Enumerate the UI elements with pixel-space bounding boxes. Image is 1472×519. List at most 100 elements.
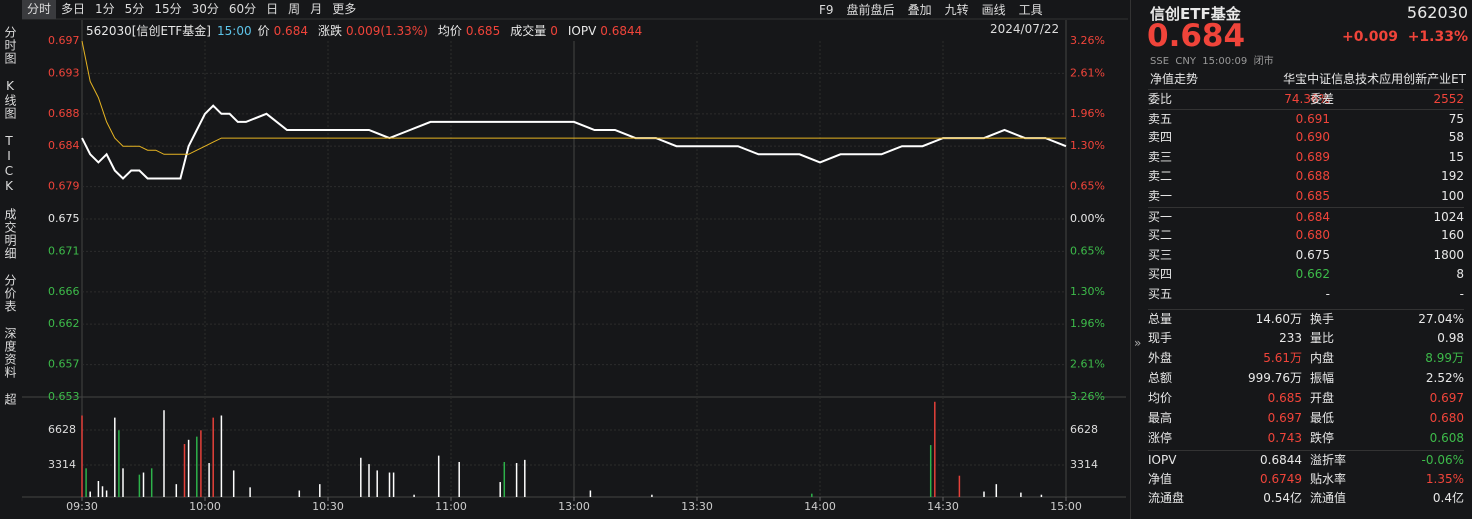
quote-row: 流通盘 0.54亿 流通值 0.4亿 bbox=[1148, 489, 1464, 508]
tool-button[interactable]: 叠加 bbox=[907, 3, 932, 17]
stat-label: 振幅 bbox=[1310, 371, 1335, 385]
stat-label: 内盘 bbox=[1310, 351, 1335, 365]
x-tick-label: 10:00 bbox=[189, 500, 221, 513]
price-line bbox=[81, 40, 1066, 155]
code: 562030[信创ETF基金] bbox=[86, 24, 211, 38]
nav-label[interactable]: 净值走势 bbox=[1150, 72, 1199, 86]
volume-tick-label: 3314 bbox=[48, 458, 76, 471]
stat-value: 0.685 bbox=[1267, 391, 1302, 405]
price-line bbox=[81, 104, 1067, 180]
tool-button[interactable]: 画线 bbox=[981, 3, 1006, 17]
book-row: 卖一 0.685 100 bbox=[1148, 187, 1464, 206]
period-tab[interactable]: 15分 bbox=[154, 2, 182, 16]
tool-button[interactable]: 工具 bbox=[1018, 3, 1043, 17]
book-volume: 58 bbox=[1448, 130, 1464, 145]
book-volume: 1024 bbox=[1433, 210, 1464, 224]
book-volume: 192 bbox=[1441, 169, 1464, 184]
stat-label: 涨停 bbox=[1148, 431, 1173, 445]
side-tab[interactable]: 分时图 bbox=[3, 26, 17, 65]
book-row: 卖二 0.688 192 bbox=[1148, 167, 1464, 186]
quote-change: +0.009 bbox=[1342, 29, 1399, 45]
stat-label: 均价 bbox=[1148, 391, 1173, 405]
y-tick-label: 0.688 bbox=[48, 107, 80, 120]
book-volume: - bbox=[1459, 286, 1464, 301]
period-tab[interactable]: 更多 bbox=[332, 2, 357, 16]
x-tick-label: 11:00 bbox=[435, 500, 467, 513]
ratio-label: 委比 bbox=[1148, 92, 1173, 106]
quote-row: 委比 74.36% 委差 2552 bbox=[1148, 89, 1464, 109]
book-label: 买一 bbox=[1148, 210, 1173, 224]
stat-value: 233 bbox=[1279, 331, 1302, 345]
y2-tick-label: 0.65% bbox=[1070, 180, 1105, 193]
stat-label: 溢折率 bbox=[1310, 453, 1347, 467]
stat-value: 999.76万 bbox=[1248, 371, 1302, 385]
field-label: 涨跌 bbox=[317, 24, 342, 38]
divider bbox=[1130, 0, 1131, 519]
book-label: 买四 bbox=[1148, 267, 1173, 282]
period-tab[interactable]: 日 bbox=[266, 2, 279, 16]
period-tab[interactable]: 60分 bbox=[228, 2, 257, 16]
quote-meta: SSE CNY 15:00:09 闭市 bbox=[1150, 56, 1274, 67]
period-tab[interactable]: 分时 bbox=[22, 0, 57, 19]
y-tick-label: 0.653 bbox=[48, 390, 80, 403]
side-tab[interactable]: 分价表 bbox=[3, 274, 17, 313]
period-tab[interactable]: 多日 bbox=[61, 2, 86, 16]
period-tab[interactable]: 30分 bbox=[191, 2, 219, 16]
book-label: 卖五 bbox=[1148, 112, 1173, 126]
book-label: 买二 bbox=[1148, 228, 1173, 243]
period-tab[interactable]: 月 bbox=[310, 2, 323, 16]
toolbar: F9 盘前盘后 叠加 九转 画线 工具 bbox=[806, 1, 1043, 20]
tool-button[interactable]: 九转 bbox=[944, 3, 969, 17]
ratio-label: 委差 bbox=[1310, 92, 1335, 106]
stat-label: 最低 bbox=[1310, 411, 1335, 425]
y2-tick-label: 2.61% bbox=[1070, 66, 1105, 79]
book-row: 买三 0.675 1800 bbox=[1148, 246, 1464, 265]
book-label: 买三 bbox=[1148, 247, 1173, 262]
quote-row: 外盘 5.61万 内盘 8.99万 bbox=[1148, 349, 1464, 368]
book-row: 卖五 0.691 75 bbox=[1148, 109, 1464, 129]
book-row: 买二 0.680 160 bbox=[1148, 226, 1464, 245]
book-price: - bbox=[1325, 286, 1330, 301]
book-price: 0.680 bbox=[1295, 228, 1330, 243]
stat-label: 开盘 bbox=[1310, 391, 1335, 405]
stat-label: 贴水率 bbox=[1310, 471, 1347, 486]
chart: 0.697 0.693 0.688 0.684 0.679 0.675 0.671 0.666… bbox=[22, 18, 1128, 513]
period-tab[interactable]: 5分 bbox=[124, 2, 145, 16]
side-tab[interactable]: 成交明细 bbox=[3, 208, 17, 260]
book-volume: 1800 bbox=[1433, 247, 1464, 262]
y-tick-label: 0.662 bbox=[48, 317, 80, 330]
stat-label: 总额 bbox=[1148, 371, 1173, 385]
side-tab[interactable]: TICK bbox=[2, 134, 16, 194]
book-label: 买五 bbox=[1148, 286, 1173, 301]
field-label: 价 bbox=[257, 24, 270, 38]
y-tick-label: 0.679 bbox=[48, 180, 80, 193]
period-tab[interactable]: 1分 bbox=[95, 2, 115, 16]
side-tab[interactable]: 深度资料 bbox=[3, 327, 17, 379]
expand[interactable]: » bbox=[1134, 336, 1142, 350]
stat-label: IOPV bbox=[1148, 453, 1177, 467]
book-volume: 160 bbox=[1441, 228, 1464, 243]
side-tab[interactable]: 超 bbox=[3, 393, 17, 406]
stat-value: 5.61万 bbox=[1263, 351, 1302, 365]
side-tab[interactable]: K线图 bbox=[3, 79, 17, 120]
stat-label: 外盘 bbox=[1148, 351, 1173, 365]
book-price: 0.688 bbox=[1295, 169, 1330, 184]
sidebar: 分时图 K线图 TICK 成交明细分价表深度资料超 bbox=[2, 26, 18, 420]
quote-row: 涨停 0.743 跌停 0.608 bbox=[1148, 429, 1464, 448]
period-tab[interactable]: 周 bbox=[288, 2, 301, 16]
tool-button[interactable]: F9 bbox=[819, 3, 834, 17]
volume-tick-label: 3314 bbox=[1070, 458, 1098, 471]
x-tick-label: 09:30 bbox=[66, 500, 98, 513]
book-row: 卖三 0.689 15 bbox=[1148, 148, 1464, 167]
book-row: 卖四 0.690 58 bbox=[1148, 128, 1464, 147]
tool-button[interactable]: 盘前盘后 bbox=[846, 3, 895, 17]
stat-label: 量比 bbox=[1310, 331, 1335, 345]
book-volume: 8 bbox=[1456, 267, 1464, 282]
y-tick-label: 0.666 bbox=[48, 285, 80, 298]
x-tick-label: 14:00 bbox=[804, 500, 836, 513]
stat-value: 0.4亿 bbox=[1432, 491, 1464, 505]
book-price: 0.685 bbox=[1295, 188, 1330, 203]
stat-value: 8.99万 bbox=[1425, 351, 1464, 365]
stat-value: 0.697 bbox=[1267, 411, 1302, 425]
quote-name: 信创ETF基金 bbox=[1150, 5, 1241, 23]
